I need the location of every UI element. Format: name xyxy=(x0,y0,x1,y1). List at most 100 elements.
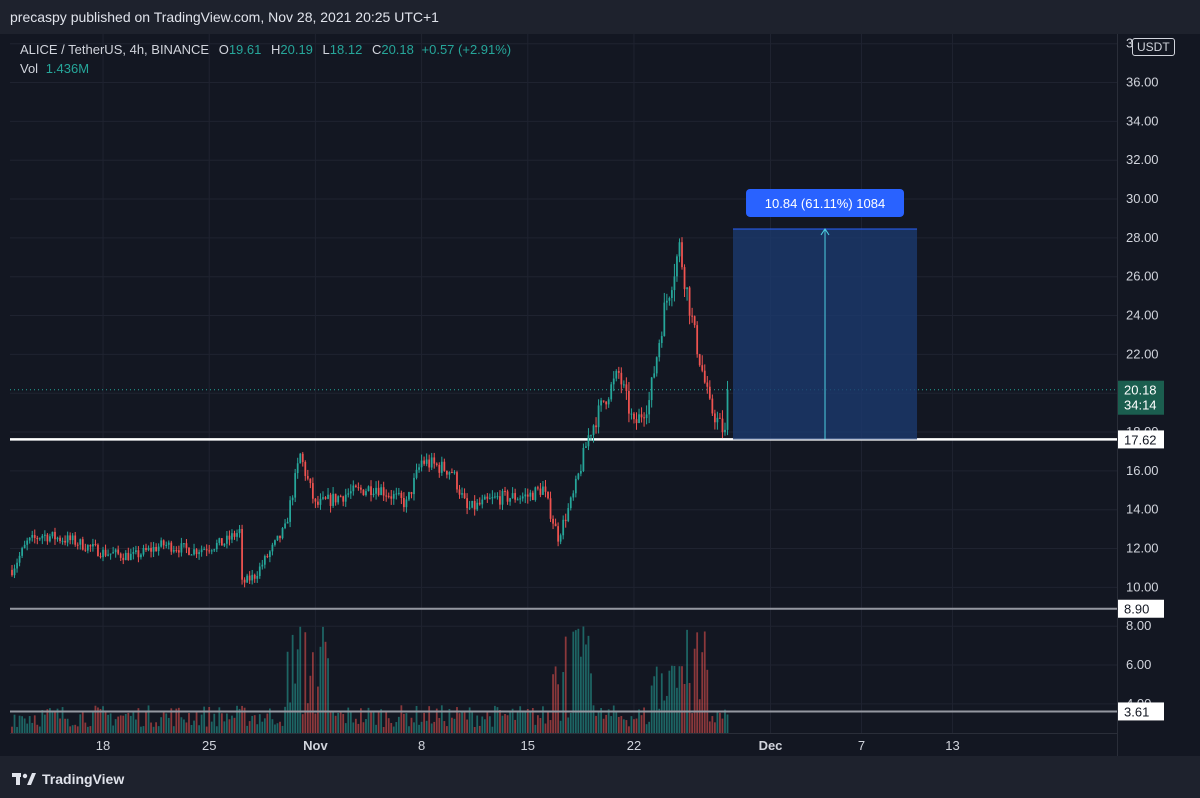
candle-body xyxy=(514,493,517,500)
volume-bar xyxy=(612,705,615,733)
tradingview-logo[interactable]: TradingView xyxy=(12,771,124,787)
candle-body xyxy=(645,414,648,419)
volume-bar xyxy=(215,726,218,733)
price-scale-svg[interactable]: 4.006.008.0010.0012.0014.0016.0018.0020.… xyxy=(1118,34,1200,756)
candle-body xyxy=(537,487,539,489)
volume-bar xyxy=(496,707,499,733)
candle-body xyxy=(445,470,448,475)
level-price-label: 3.61 xyxy=(1124,704,1149,719)
candle-body xyxy=(28,537,31,541)
tradingview-logo-icon xyxy=(12,773,36,785)
candle-body xyxy=(542,486,544,495)
level-price-tag xyxy=(1118,702,1164,721)
volume-bar xyxy=(354,718,357,733)
candle-body xyxy=(223,543,226,546)
volume-bar xyxy=(71,725,74,733)
volume-bar xyxy=(276,723,279,733)
candle-body xyxy=(309,478,312,484)
measure-label-box xyxy=(746,188,905,217)
candle-body xyxy=(160,540,163,547)
volume-bar xyxy=(327,658,329,733)
candle-body xyxy=(357,487,360,489)
candle-body xyxy=(567,508,570,522)
candle-body xyxy=(289,500,292,522)
candle-body xyxy=(524,494,527,497)
candle-body xyxy=(676,256,678,277)
volume-bar xyxy=(615,712,618,733)
volume-bar xyxy=(392,726,395,733)
volume-bar xyxy=(686,629,688,733)
time-tick-label: 22 xyxy=(627,738,641,753)
candle-body xyxy=(397,492,400,494)
currency-button[interactable]: USDT xyxy=(1132,38,1175,56)
volume-bar xyxy=(602,718,605,733)
candle-body xyxy=(246,575,249,583)
candle-body xyxy=(251,574,254,581)
price-chart[interactable]: 10.84 (61.11%) 1084 xyxy=(10,34,1117,756)
candle-body xyxy=(453,472,456,474)
volume-bar xyxy=(719,712,721,733)
candle-body xyxy=(124,552,127,561)
candle-body xyxy=(271,544,274,552)
volume-bar xyxy=(210,721,213,733)
volume-bar xyxy=(198,725,200,733)
candle-body xyxy=(339,496,342,498)
time-tick-label: 18 xyxy=(96,738,110,753)
candle-body xyxy=(562,519,565,536)
volume-bar xyxy=(281,725,284,733)
volume-bar xyxy=(256,724,259,733)
volume-bar xyxy=(562,672,565,733)
volume-bar xyxy=(367,707,370,733)
candle-body xyxy=(218,538,221,543)
time-axis-svg[interactable]: 18 25 Nov 8 15 22 Dec 7 13 xyxy=(10,734,1117,757)
candle-body xyxy=(274,540,276,545)
volume-bar xyxy=(317,686,319,733)
volume-bar xyxy=(683,683,686,733)
grid xyxy=(10,34,1117,733)
volume-bar xyxy=(124,713,127,733)
candle-body xyxy=(71,535,74,541)
volume-bar xyxy=(443,721,446,733)
candle-body xyxy=(471,500,474,508)
candle-body xyxy=(112,552,115,554)
volume-bar xyxy=(653,676,656,733)
candle-body xyxy=(347,493,350,495)
candle-body xyxy=(443,461,446,471)
volume-bar xyxy=(236,705,238,733)
price-tick-label: 12.00 xyxy=(1126,541,1159,556)
candle-body xyxy=(688,287,691,316)
volume-bar xyxy=(102,706,104,733)
volume-bar xyxy=(418,724,420,733)
high-label: H xyxy=(270,42,281,57)
volume-bar xyxy=(403,713,405,733)
candle-body xyxy=(671,290,673,298)
volume-bar xyxy=(306,703,309,733)
candle-body xyxy=(418,467,420,470)
time-axis[interactable]: 18 25 Nov 8 15 22 Dec 7 13 xyxy=(10,733,1117,757)
volume-value: 1.436M xyxy=(45,61,90,76)
candle-body xyxy=(337,496,340,503)
low-value: 18.12 xyxy=(329,42,363,57)
candle-body xyxy=(367,486,370,492)
candle-body xyxy=(463,493,466,499)
candle-body xyxy=(129,553,132,561)
price-scale[interactable]: 4.006.008.0010.0012.0014.0016.0018.0020.… xyxy=(1117,34,1200,756)
measure-arrow-head xyxy=(820,228,830,236)
volume-bar xyxy=(304,632,307,733)
volume-bar xyxy=(38,726,41,733)
volume-bar xyxy=(557,684,560,733)
chart-area[interactable]: 10.84 (61.11%) 1084 xyxy=(10,34,1117,756)
volume-bar xyxy=(238,708,241,733)
price-tick-label: 10.00 xyxy=(1126,579,1159,594)
candle-body xyxy=(167,542,170,545)
candle-body xyxy=(54,531,56,540)
volume-bar xyxy=(84,722,87,733)
close-label: C xyxy=(371,42,382,57)
volume-label: Vol xyxy=(20,61,39,76)
volume-bar xyxy=(645,724,648,733)
volume-bar xyxy=(332,711,334,733)
candle-body xyxy=(625,384,628,391)
volume-bar xyxy=(703,631,706,733)
candle-body xyxy=(41,535,44,539)
candle-body xyxy=(51,531,54,537)
